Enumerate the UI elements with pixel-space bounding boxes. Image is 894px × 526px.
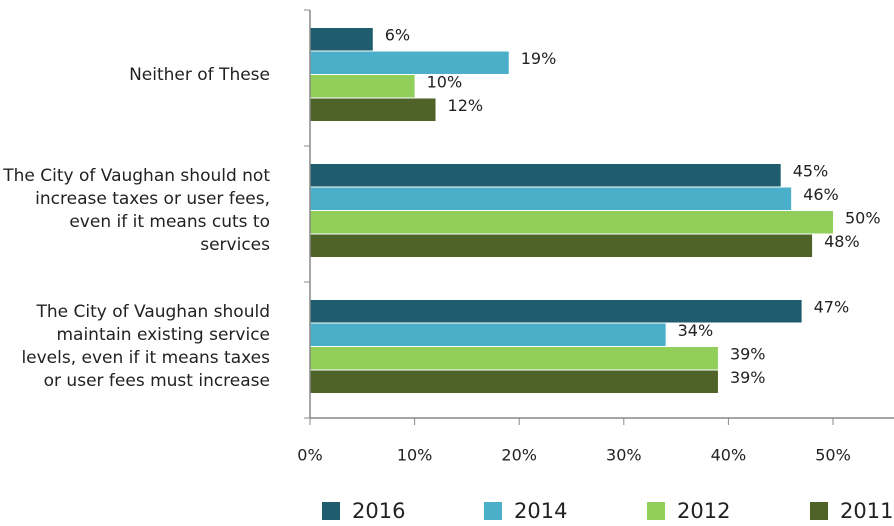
x-tick-label: 0% (297, 446, 322, 465)
legend-label: 2016 (352, 499, 405, 523)
data-label: 50% (845, 208, 881, 227)
category-label: The City of Vaughan should not increase … (3, 166, 270, 255)
bar (310, 51, 509, 74)
x-tick-label: 30% (606, 446, 642, 465)
legend-label: 2012 (677, 499, 730, 523)
x-tick-label: 40% (711, 446, 747, 465)
data-label: 48% (824, 232, 860, 251)
bar (310, 300, 802, 323)
x-tick-label: 10% (397, 446, 433, 465)
legend-label: 2014 (514, 499, 567, 523)
bar (310, 164, 781, 187)
data-label: 34% (678, 321, 714, 340)
bar (310, 370, 718, 393)
data-label: 10% (427, 72, 463, 91)
legend-swatch (647, 502, 665, 520)
bar (310, 234, 813, 257)
legend-swatch (484, 502, 502, 520)
bar (310, 347, 718, 370)
legend-swatch (810, 502, 828, 520)
data-label: 45% (793, 161, 829, 180)
x-tick-label: 50% (815, 446, 851, 465)
x-tick-label: 20% (501, 446, 537, 465)
data-label: 46% (803, 185, 839, 204)
bar (310, 211, 833, 234)
category-label: The City of Vaughan should maintain exis… (21, 302, 270, 391)
category-label: Neither of These (129, 64, 270, 85)
data-label: 12% (448, 96, 484, 115)
legend-label: 2011 (840, 499, 893, 523)
data-label: 47% (814, 297, 850, 316)
bar (310, 75, 415, 98)
bar (310, 323, 666, 346)
data-label: 39% (730, 344, 766, 363)
bar (310, 28, 373, 51)
data-label: 6% (385, 25, 410, 44)
legend-swatch (322, 502, 340, 520)
data-label: 19% (521, 49, 557, 68)
bar (310, 98, 436, 121)
bar (310, 187, 792, 210)
data-label: 39% (730, 368, 766, 387)
